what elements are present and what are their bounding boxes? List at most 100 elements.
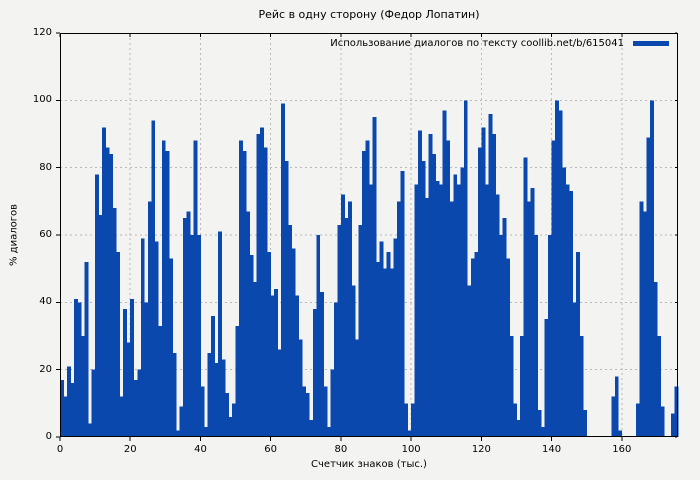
bar (660, 406, 665, 437)
bar (361, 150, 366, 437)
bar (235, 325, 240, 437)
bar (358, 224, 363, 437)
bar (565, 184, 570, 437)
bar (200, 386, 205, 437)
bar (418, 130, 423, 437)
bar (397, 201, 402, 437)
bar (344, 218, 349, 437)
bar (393, 238, 398, 437)
bar (154, 241, 159, 437)
bar (77, 302, 82, 437)
bar (302, 386, 307, 437)
bar (263, 147, 268, 437)
bar (414, 184, 419, 437)
bar (519, 336, 524, 437)
bar (404, 403, 409, 437)
bar (288, 224, 293, 437)
bar (347, 201, 352, 437)
bar (323, 386, 328, 437)
bar (369, 184, 373, 437)
bar (642, 211, 647, 437)
bar (60, 379, 64, 437)
bar (165, 150, 170, 437)
bar (460, 167, 465, 437)
bar (281, 103, 286, 437)
bar (477, 147, 482, 437)
bar (256, 134, 261, 437)
bar (432, 154, 437, 437)
y-tick-label: 40 (39, 296, 52, 308)
bar (548, 235, 552, 437)
bar (516, 420, 521, 437)
x-tick-label: 60 (264, 444, 278, 455)
x-axis-label: Счетчик знаков (тыс.) (311, 459, 427, 470)
bar (207, 352, 212, 437)
bar (189, 235, 194, 437)
bar (63, 396, 68, 437)
bar (84, 261, 89, 437)
bar (449, 201, 454, 437)
bar (562, 167, 567, 437)
y-tick-label: 0 (45, 431, 52, 442)
bar (284, 160, 289, 437)
bar (270, 295, 275, 437)
bar (298, 339, 303, 437)
bar (523, 157, 528, 438)
bar (488, 113, 493, 438)
bar (274, 288, 279, 437)
bar (105, 147, 110, 437)
bar (337, 224, 342, 437)
bar (182, 218, 187, 437)
bar (481, 127, 486, 438)
bar (635, 403, 640, 437)
bars-canvas (56, 32, 679, 441)
bar (551, 140, 556, 437)
bar (161, 140, 166, 437)
y-tick-label: 60 (39, 229, 52, 240)
bar (126, 342, 131, 437)
bar (439, 184, 444, 437)
bar (319, 292, 324, 437)
bar (512, 403, 517, 437)
bar (670, 413, 675, 437)
bar (67, 366, 71, 437)
bar (541, 426, 545, 437)
bar (498, 235, 503, 437)
bar (502, 218, 507, 437)
bar (484, 184, 489, 437)
bar (144, 302, 149, 437)
bar (91, 369, 96, 437)
bar (376, 261, 380, 437)
bar (214, 362, 219, 437)
bar (330, 369, 335, 437)
bar (611, 396, 616, 437)
bar (618, 430, 623, 437)
plot-border (60, 33, 678, 437)
bar (386, 251, 391, 437)
bar (340, 194, 345, 437)
bar (446, 140, 451, 437)
bar (172, 352, 177, 437)
bar (116, 251, 121, 437)
bar (179, 406, 184, 437)
bar (228, 416, 233, 437)
bar (158, 325, 163, 437)
bar (221, 359, 226, 437)
plot-area: Использование диалогов по тексту coollib… (56, 32, 679, 441)
bar (151, 120, 156, 438)
bar (316, 235, 321, 437)
bar (291, 248, 296, 437)
bar (74, 298, 78, 437)
bar (653, 282, 658, 437)
bar (218, 231, 222, 437)
bar (400, 171, 405, 438)
x-tick-label: 20 (123, 444, 137, 455)
bar (249, 255, 254, 437)
bar (277, 349, 282, 437)
bar (137, 369, 142, 437)
bar (186, 211, 191, 437)
legend-label: Использование диалогов по тексту coollib… (330, 38, 624, 49)
bar (140, 238, 145, 437)
bar (312, 309, 317, 437)
bar (193, 140, 198, 437)
